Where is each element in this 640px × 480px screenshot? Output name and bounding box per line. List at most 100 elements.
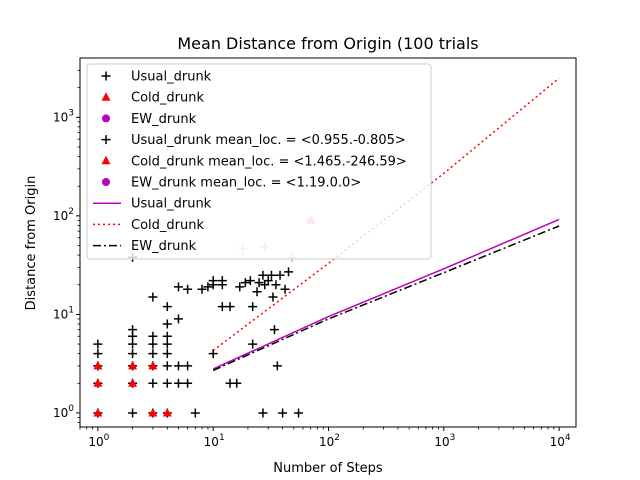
plus-marker-icon — [93, 339, 103, 349]
data-point — [128, 360, 138, 370]
legend-label: Cold_drunk mean_loc. = <1.465.-246.59> — [131, 154, 407, 169]
plus-marker-icon — [240, 278, 250, 288]
plus-marker-icon — [162, 331, 172, 341]
tick-label: 103 — [434, 433, 455, 449]
data-point — [208, 276, 218, 286]
plus-marker-icon — [148, 331, 158, 341]
y-axis-label: Distance from Origin — [24, 176, 39, 311]
data-point — [162, 349, 172, 359]
triangle-marker-icon — [93, 360, 103, 370]
plus-marker-icon — [272, 361, 282, 371]
plus-marker-icon — [284, 267, 294, 277]
data-point — [148, 360, 158, 370]
series-line — [212, 225, 560, 372]
data-point — [128, 408, 138, 418]
plus-marker-icon — [162, 319, 172, 329]
plus-marker-icon — [203, 282, 213, 292]
data-point — [173, 314, 183, 324]
legend-marker — [101, 155, 111, 165]
data-point — [148, 378, 158, 388]
legend-box — [86, 63, 432, 260]
data-point — [190, 408, 200, 418]
data-point — [128, 378, 138, 387]
plus-marker-icon — [248, 302, 258, 312]
legend-label: EW_drunk — [131, 112, 197, 127]
legend-label: Usual_drunk mean_loc. = <0.955.-0.805> — [131, 133, 406, 148]
plus-marker-icon — [162, 339, 172, 349]
plus-marker-icon — [263, 276, 273, 286]
data-point — [148, 292, 158, 302]
data-point — [93, 349, 103, 359]
plus-marker-icon — [245, 276, 255, 286]
plus-marker-icon — [266, 270, 276, 280]
data-point — [128, 339, 138, 349]
legend-marker — [102, 178, 110, 186]
chart-title: Mean Distance from Origin (100 trials — [177, 34, 478, 53]
data-point — [248, 302, 258, 312]
data-point — [271, 280, 281, 290]
tick-label: 102 — [319, 433, 340, 449]
data-point — [162, 331, 172, 341]
plus-marker-icon — [148, 339, 158, 349]
data-point — [284, 267, 294, 277]
data-point — [225, 302, 235, 312]
data-point — [93, 378, 103, 387]
data-point — [245, 276, 255, 286]
data-point — [162, 407, 172, 417]
legend-label: Usual_drunk — [131, 70, 212, 85]
tick-label: 101 — [53, 305, 74, 321]
legend-marker — [101, 135, 111, 145]
triangle-marker-icon — [101, 155, 111, 165]
data-point — [183, 284, 193, 294]
data-point — [203, 282, 213, 292]
circle-marker-icon — [102, 114, 110, 123]
plus-marker-icon — [183, 378, 193, 388]
data-point — [278, 408, 288, 418]
plus-marker-icon — [252, 287, 262, 297]
triangle-marker-icon — [162, 407, 172, 417]
plus-marker-icon — [225, 302, 235, 312]
data-point — [128, 325, 138, 335]
plus-marker-icon — [148, 292, 158, 302]
data-point — [173, 282, 183, 292]
data-point — [148, 339, 158, 349]
data-point — [254, 278, 264, 288]
data-point — [252, 287, 262, 297]
plus-marker-icon — [271, 280, 281, 290]
tick-label: 101 — [204, 433, 225, 449]
plus-marker-icon — [235, 282, 245, 292]
plus-marker-icon — [248, 339, 258, 349]
data-point — [162, 319, 172, 329]
plus-marker-icon — [269, 325, 279, 335]
data-point — [258, 270, 268, 280]
data-point — [173, 378, 183, 388]
plus-marker-icon — [128, 408, 138, 418]
data-point — [197, 284, 207, 294]
plus-marker-icon — [173, 361, 183, 371]
triangle-marker-icon — [93, 378, 103, 387]
plus-marker-icon — [148, 378, 158, 388]
data-point — [93, 339, 103, 349]
data-point — [217, 276, 227, 286]
data-point — [235, 282, 245, 292]
data-point — [162, 378, 172, 388]
plus-marker-icon — [254, 278, 264, 288]
data-point — [162, 302, 172, 312]
triangle-marker-icon — [148, 407, 158, 417]
data-point — [272, 361, 282, 371]
plus-marker-icon — [280, 284, 290, 294]
data-point — [148, 407, 158, 417]
tick-label: 100 — [88, 433, 109, 449]
plus-marker-icon — [162, 361, 172, 371]
triangle-marker-icon — [128, 378, 138, 387]
plus-marker-icon — [128, 325, 138, 335]
data-point — [93, 407, 103, 417]
plus-marker-icon — [278, 408, 288, 418]
plus-marker-icon — [101, 135, 111, 145]
series-line — [212, 218, 560, 370]
legend-label: Cold_drunk — [131, 91, 204, 106]
legend-label: EW_drunk — [131, 239, 197, 254]
data-point — [232, 378, 242, 388]
data-point — [183, 378, 193, 388]
